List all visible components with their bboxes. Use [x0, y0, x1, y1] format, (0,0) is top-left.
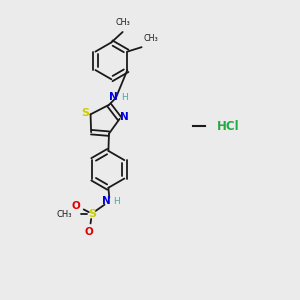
Text: S: S [81, 108, 89, 118]
Text: H: H [121, 93, 128, 102]
Text: O: O [84, 227, 93, 237]
Text: CH₃: CH₃ [56, 210, 72, 219]
Text: CH₃: CH₃ [116, 18, 130, 27]
Text: N: N [102, 196, 111, 206]
Text: HCl: HCl [217, 120, 239, 133]
Text: CH₃: CH₃ [143, 34, 158, 43]
Text: H: H [113, 196, 120, 206]
Text: N: N [120, 112, 128, 122]
Text: O: O [71, 201, 80, 211]
Text: N: N [109, 92, 118, 102]
Text: S: S [88, 209, 97, 220]
